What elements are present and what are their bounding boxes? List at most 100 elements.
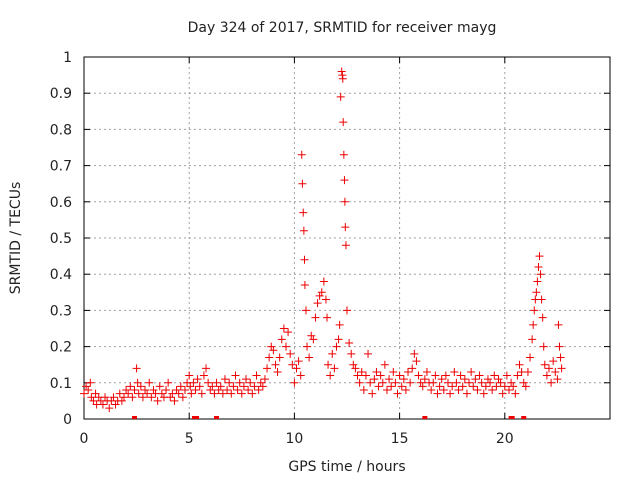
data-point xyxy=(288,360,297,369)
data-point xyxy=(422,367,431,376)
data-point xyxy=(307,331,316,340)
y-tick-label: 0.3 xyxy=(50,303,72,319)
data-point xyxy=(332,342,341,351)
x-tick-label: 10 xyxy=(285,431,303,447)
data-point xyxy=(191,386,200,395)
data-point xyxy=(380,360,389,369)
data-point xyxy=(467,367,476,376)
data-point xyxy=(462,389,471,398)
data-point xyxy=(284,328,293,337)
x-tick-label: 0 xyxy=(80,431,89,447)
data-point xyxy=(337,67,346,76)
baseline-marker xyxy=(509,416,515,419)
baseline-marker xyxy=(214,416,220,419)
data-point xyxy=(537,295,546,304)
data-point xyxy=(254,386,263,395)
data-point xyxy=(162,386,171,395)
data-point xyxy=(204,378,213,387)
data-point xyxy=(389,367,398,376)
data-point xyxy=(450,367,459,376)
data-point xyxy=(536,270,545,279)
x-tick-label: 5 xyxy=(185,431,194,447)
data-point xyxy=(315,291,324,300)
data-point xyxy=(319,277,328,286)
data-point xyxy=(233,386,242,395)
data-point xyxy=(526,353,535,362)
data-point xyxy=(338,74,347,83)
data-point xyxy=(505,386,514,395)
data-point xyxy=(412,357,421,366)
data-point xyxy=(554,320,563,329)
data-point xyxy=(210,389,219,398)
data-point xyxy=(513,371,522,380)
data-point xyxy=(345,338,354,347)
data-point xyxy=(408,364,417,373)
data-point xyxy=(401,386,410,395)
points-layer xyxy=(80,67,566,419)
data-point xyxy=(483,375,492,384)
data-point xyxy=(486,378,495,387)
y-tick-label: 0.8 xyxy=(50,122,72,138)
data-point xyxy=(549,357,558,366)
y-tick-label: 0.6 xyxy=(50,195,72,211)
data-point xyxy=(368,389,377,398)
data-point xyxy=(519,378,528,387)
data-point xyxy=(109,393,118,402)
data-point xyxy=(555,342,564,351)
data-point xyxy=(128,393,137,402)
data-point xyxy=(197,389,206,398)
data-point xyxy=(443,378,452,387)
data-point xyxy=(214,386,223,395)
data-point xyxy=(366,378,375,387)
data-point xyxy=(521,382,530,391)
data-point xyxy=(355,378,364,387)
data-point xyxy=(340,197,349,206)
data-point xyxy=(339,150,348,159)
data-point xyxy=(534,262,543,271)
data-point xyxy=(341,241,350,250)
data-point xyxy=(149,386,158,395)
data-point xyxy=(155,382,164,391)
y-tick-label: 0.9 xyxy=(50,86,72,102)
data-point xyxy=(157,389,166,398)
y-tick-label: 0.4 xyxy=(50,267,72,283)
data-point xyxy=(124,389,133,398)
data-point xyxy=(414,371,423,380)
data-point xyxy=(189,378,198,387)
data-point xyxy=(341,223,350,232)
data-point xyxy=(410,349,419,358)
data-point xyxy=(460,375,469,384)
data-point xyxy=(326,371,335,380)
data-point xyxy=(431,371,440,380)
data-point xyxy=(393,389,402,398)
data-point xyxy=(475,371,484,380)
data-point xyxy=(448,382,457,391)
data-point xyxy=(539,342,548,351)
data-point xyxy=(387,382,396,391)
data-point xyxy=(180,386,189,395)
data-point xyxy=(553,375,562,384)
data-point xyxy=(343,306,351,315)
data-point xyxy=(376,371,385,380)
data-point xyxy=(98,400,107,409)
data-point xyxy=(223,386,232,395)
data-point xyxy=(216,382,225,391)
plot-frame xyxy=(83,56,611,420)
data-point xyxy=(299,226,308,235)
data-point xyxy=(437,375,446,384)
data-point xyxy=(267,342,276,351)
data-point xyxy=(309,335,318,344)
data-point xyxy=(153,396,162,405)
data-point xyxy=(166,393,175,402)
data-point xyxy=(265,353,274,362)
data-point xyxy=(299,208,308,217)
data-point xyxy=(454,386,463,395)
data-point xyxy=(239,382,248,391)
data-point xyxy=(220,375,229,384)
data-point xyxy=(281,342,290,351)
data-point xyxy=(229,382,238,391)
data-point xyxy=(452,378,461,387)
data-point xyxy=(269,346,278,355)
data-point xyxy=(340,176,349,185)
data-point xyxy=(218,389,227,398)
